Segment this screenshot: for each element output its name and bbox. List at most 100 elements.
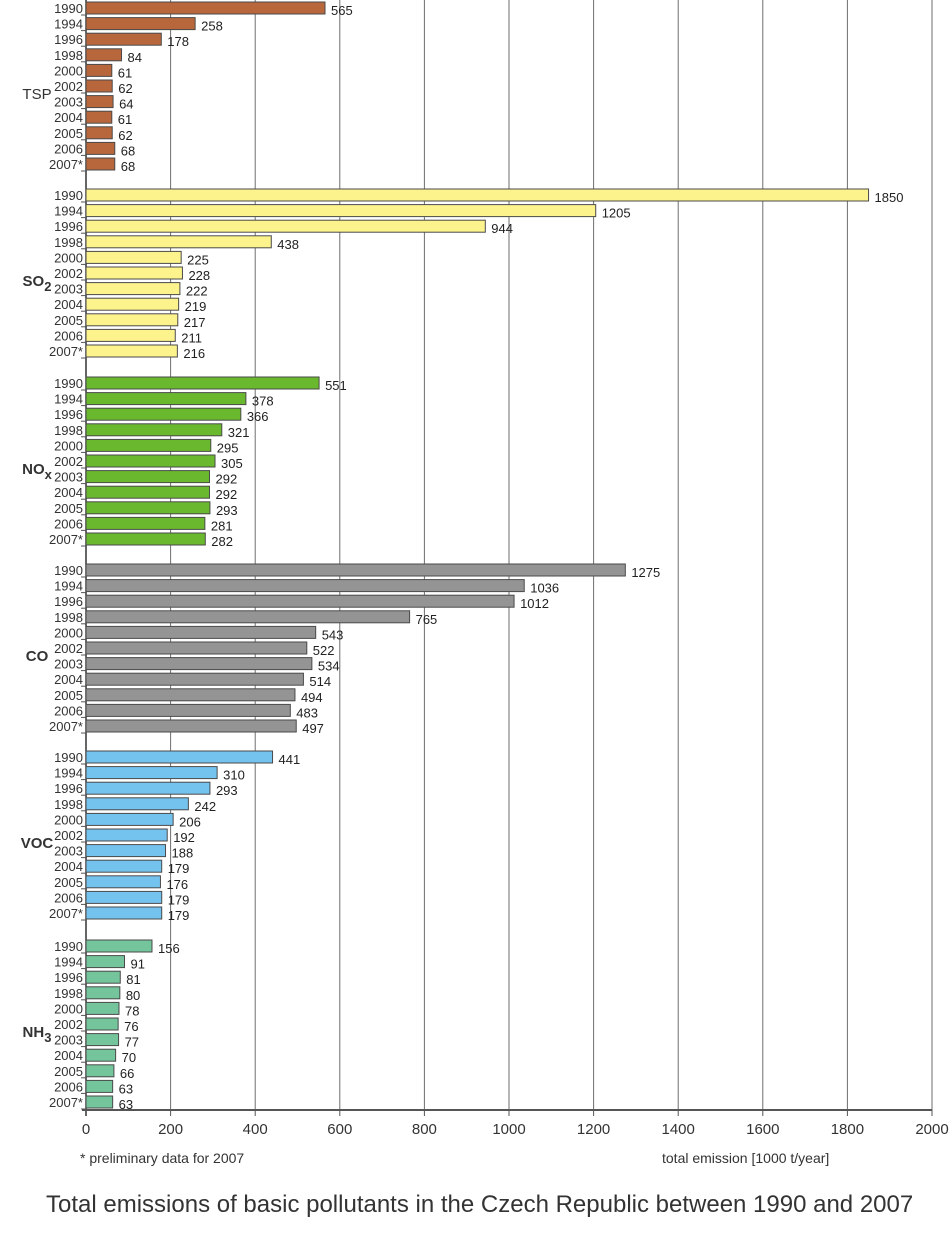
bar-tsp [85,17,196,31]
category-label: 2007* [49,344,83,359]
category-label: 1994 [54,955,83,970]
data-label: 522 [313,643,335,658]
data-label: 78 [125,1003,139,1018]
bar-so2 [85,204,597,218]
data-label: 76 [124,1019,138,1034]
category-label: 2006 [54,141,83,156]
data-label: 438 [277,237,299,252]
category-label: 1998 [54,797,83,812]
x-tick-label: 2000 [915,1121,948,1138]
data-label: 242 [194,799,216,814]
category-label: 2007* [49,157,83,172]
data-label: 514 [309,674,331,689]
data-label: 179 [168,861,190,876]
x-tick-label: 0 [82,1121,90,1138]
bar-tsp [85,79,113,93]
data-label: 366 [247,409,269,424]
data-label: 494 [301,690,323,705]
data-label: 63 [119,1081,133,1096]
x-tick-label: 400 [243,1121,268,1138]
data-label: 944 [491,221,513,236]
bar-tsp [85,48,123,62]
data-label: 68 [121,143,135,158]
category-label: 1998 [54,235,83,250]
category-label: 2005 [54,313,83,328]
data-label: 310 [223,768,245,783]
category-label: 2006 [54,703,83,718]
bar-nox [85,407,242,421]
category-label: 2002 [54,641,83,656]
bar-nox [85,501,211,515]
bar-nox [85,392,247,406]
category-label: 1998 [54,48,83,63]
category-label: 1998 [54,986,83,1001]
bar-voc [85,859,163,873]
bar-tsp [85,1,326,15]
category-label: 1990 [54,939,83,954]
category-label: 1998 [54,423,83,438]
bar-nh3 [85,1095,114,1109]
category-label: 2003 [54,657,83,672]
category-label: 1996 [54,781,83,796]
category-label: 2002 [54,454,83,469]
footnote: * preliminary data for 2007 [80,1150,245,1166]
data-label: 321 [228,425,250,440]
data-label: 91 [130,957,144,972]
data-label: 179 [168,892,190,907]
category-label: 2004 [54,297,83,312]
bar-nox [85,454,216,468]
data-label: 222 [186,284,208,299]
x-tick-label: 200 [158,1121,183,1138]
bar-nh3 [85,1048,117,1062]
bar-tsp [85,110,113,124]
data-label: 61 [118,112,132,127]
category-label: 1996 [54,594,83,609]
data-label: 62 [118,81,132,96]
category-label: 2000 [54,250,83,265]
bar-nh3 [85,955,125,969]
bar-co [85,610,411,624]
emissions-bar-chart: 0 200 400 600 800 1000 1200 1400 1600 1800 2000TSP… [21,0,949,1138]
category-label: 1990 [54,1,83,16]
bar-nh3 [85,1064,115,1078]
category-label: 2002 [54,1017,83,1032]
data-label: 77 [125,1035,139,1050]
category-label: 2003 [54,470,83,485]
x-tick-label: 1800 [831,1121,864,1138]
category-label: 2007* [49,719,83,734]
data-label: 293 [216,783,238,798]
category-label: 1996 [54,407,83,422]
bar-voc [85,797,189,811]
category-label: 2007* [49,906,83,921]
data-label: 219 [185,299,207,314]
bar-so2 [85,235,272,249]
data-label: 70 [122,1050,136,1065]
category-label: 2000 [54,1001,83,1016]
data-label: 211 [181,330,202,345]
data-label: 292 [216,487,238,502]
data-label: 178 [167,34,189,49]
data-label: 305 [221,456,243,471]
bar-so2 [85,297,180,311]
bar-nox [85,376,320,390]
bar-nh3 [85,970,121,984]
data-label: 188 [172,846,194,861]
bar-tsp [85,141,116,155]
bar-so2 [85,328,176,342]
data-label: 225 [187,252,209,267]
category-label: 2005 [54,688,83,703]
category-label: 2005 [54,1064,83,1079]
category-label: 2002 [54,828,83,843]
data-label: 292 [216,472,238,487]
bar-nh3 [85,1079,114,1093]
data-label: 1850 [875,190,904,205]
category-label: 1998 [54,610,83,625]
data-label: 217 [184,315,206,330]
bar-co [85,641,308,655]
category-label: 2005 [54,501,83,516]
category-label: 1994 [54,392,83,407]
data-label: 1012 [520,596,549,611]
data-label: 295 [217,440,239,455]
data-label: 84 [128,50,142,65]
data-label: 62 [118,128,132,143]
